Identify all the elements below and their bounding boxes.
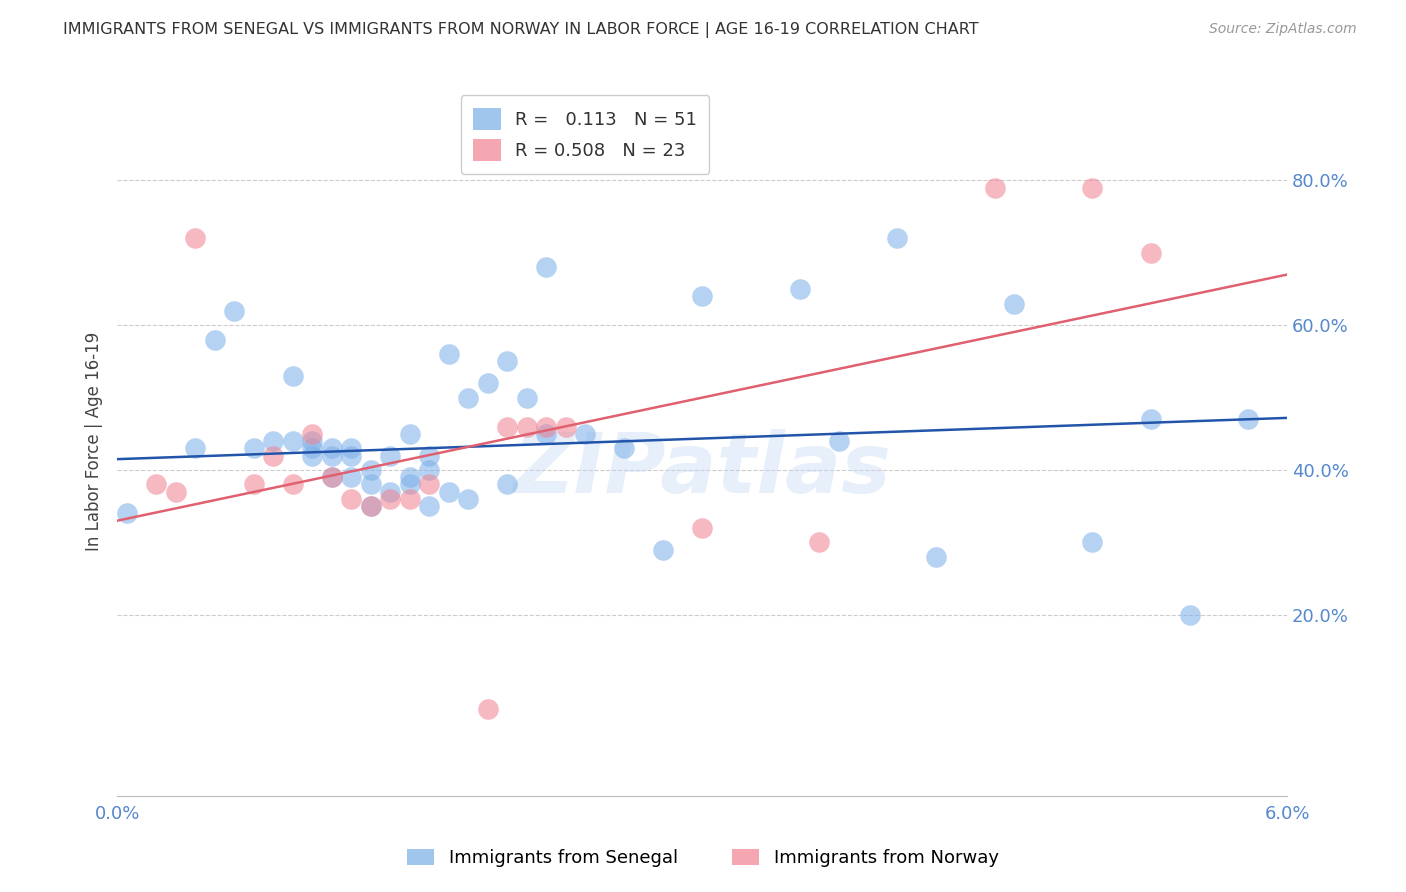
Point [184, 442, 207, 456]
Point [1081, 535, 1104, 549]
Point [301, 442, 323, 456]
Point [340, 491, 363, 506]
Point [340, 449, 363, 463]
Point [360, 463, 382, 477]
Point [457, 391, 479, 405]
Point [301, 449, 323, 463]
Point [184, 231, 207, 245]
Point [516, 419, 538, 434]
Point [398, 477, 420, 491]
Point [1002, 296, 1025, 310]
Point [340, 442, 363, 456]
Point [360, 499, 382, 513]
Point [301, 426, 323, 441]
Point [496, 419, 519, 434]
Legend: Immigrants from Senegal, Immigrants from Norway: Immigrants from Senegal, Immigrants from… [401, 841, 1005, 874]
Point [808, 535, 831, 549]
Point [360, 477, 382, 491]
Point [886, 231, 908, 245]
Point [321, 449, 343, 463]
Text: Source: ZipAtlas.com: Source: ZipAtlas.com [1209, 22, 1357, 37]
Point [690, 521, 713, 535]
Point [690, 289, 713, 303]
Point [983, 180, 1005, 194]
Point [281, 477, 304, 491]
Point [613, 442, 636, 456]
Point [554, 419, 576, 434]
Point [1178, 607, 1201, 622]
Point [652, 542, 675, 557]
Point [262, 449, 284, 463]
Point [242, 477, 264, 491]
Point [242, 442, 264, 456]
Point [340, 470, 363, 484]
Text: IMMIGRANTS FROM SENEGAL VS IMMIGRANTS FROM NORWAY IN LABOR FORCE | AGE 16-19 COR: IMMIGRANTS FROM SENEGAL VS IMMIGRANTS FR… [63, 22, 979, 38]
Point [418, 499, 440, 513]
Point [378, 449, 401, 463]
Point [262, 434, 284, 448]
Point [1081, 180, 1104, 194]
Point [301, 434, 323, 448]
Point [1139, 412, 1161, 426]
Point [115, 507, 138, 521]
Point [418, 477, 440, 491]
Point [789, 282, 811, 296]
Point [398, 491, 420, 506]
Point [321, 470, 343, 484]
Point [281, 434, 304, 448]
Point [477, 376, 499, 391]
Point [378, 484, 401, 499]
Point [204, 333, 226, 347]
Text: ZIPatlas: ZIPatlas [513, 429, 891, 510]
Point [574, 426, 596, 441]
Point [925, 549, 948, 564]
Point [1237, 412, 1260, 426]
Point [437, 484, 460, 499]
Point [321, 442, 343, 456]
Point [516, 391, 538, 405]
Point [145, 477, 167, 491]
Point [477, 702, 499, 716]
Point [360, 499, 382, 513]
Point [437, 347, 460, 361]
Point [165, 484, 187, 499]
Point [398, 470, 420, 484]
Legend: R =   0.113   N = 51, R = 0.508   N = 23: R = 0.113 N = 51, R = 0.508 N = 23 [461, 95, 710, 174]
Point [496, 477, 519, 491]
Point [321, 470, 343, 484]
Point [457, 491, 479, 506]
Point [281, 368, 304, 383]
Point [534, 419, 557, 434]
Point [534, 426, 557, 441]
Point [534, 260, 557, 275]
Point [827, 434, 849, 448]
Point [224, 303, 246, 318]
Point [378, 491, 401, 506]
Point [1139, 245, 1161, 260]
Point [398, 426, 420, 441]
Point [496, 354, 519, 368]
Y-axis label: In Labor Force | Age 16-19: In Labor Force | Age 16-19 [86, 332, 103, 550]
Point [418, 463, 440, 477]
Point [418, 449, 440, 463]
